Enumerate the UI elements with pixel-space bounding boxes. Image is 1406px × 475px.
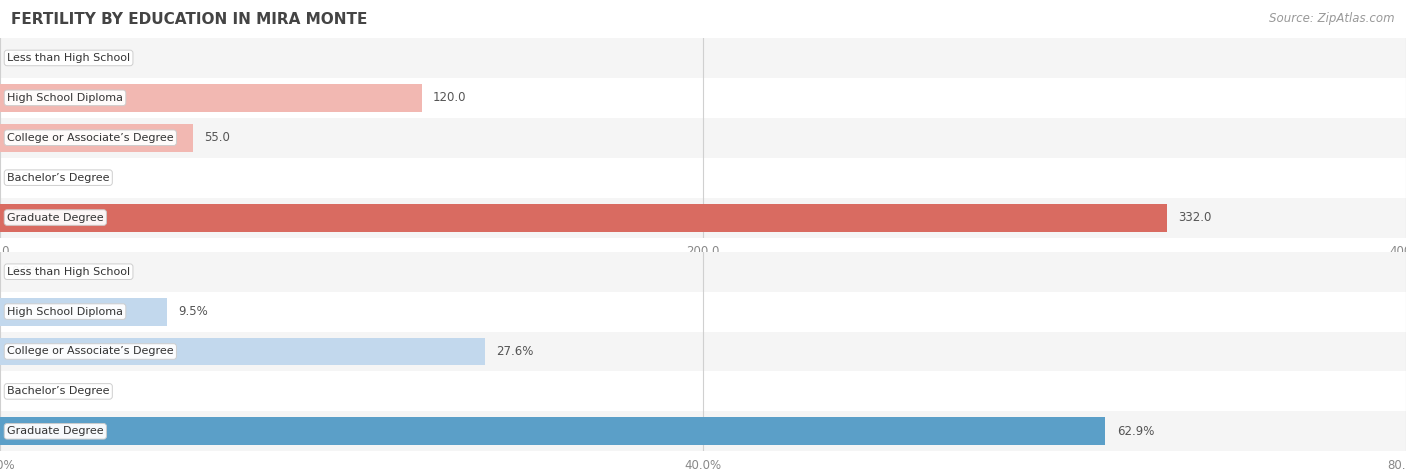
Bar	[0, 418, 1105, 445]
Bar	[0, 338, 485, 365]
Bar	[0, 38, 1406, 78]
Text: 0.0: 0.0	[11, 51, 30, 65]
Text: Graduate Degree: Graduate Degree	[7, 212, 104, 223]
Text: High School Diploma: High School Diploma	[7, 306, 124, 317]
Text: College or Associate’s Degree: College or Associate’s Degree	[7, 346, 174, 357]
Text: 62.9%: 62.9%	[1116, 425, 1154, 438]
Text: 332.0: 332.0	[1178, 211, 1212, 224]
Text: Less than High School: Less than High School	[7, 53, 131, 63]
Bar	[0, 158, 1406, 198]
Bar	[0, 198, 1406, 238]
Bar	[0, 411, 1406, 451]
Text: 55.0: 55.0	[205, 131, 231, 144]
Bar	[0, 204, 1167, 231]
Bar	[0, 252, 1406, 292]
Bar	[0, 84, 422, 112]
Text: 120.0: 120.0	[433, 91, 467, 104]
Text: Bachelor’s Degree: Bachelor’s Degree	[7, 172, 110, 183]
Text: 0.0%: 0.0%	[11, 385, 41, 398]
Bar	[0, 371, 1406, 411]
Bar	[0, 298, 167, 325]
Text: Source: ZipAtlas.com: Source: ZipAtlas.com	[1270, 12, 1395, 25]
Text: FERTILITY BY EDUCATION IN MIRA MONTE: FERTILITY BY EDUCATION IN MIRA MONTE	[11, 12, 367, 27]
Bar	[0, 78, 1406, 118]
Text: 0.0: 0.0	[11, 171, 30, 184]
Text: College or Associate’s Degree: College or Associate’s Degree	[7, 133, 174, 143]
Text: 0.0%: 0.0%	[11, 265, 41, 278]
Text: High School Diploma: High School Diploma	[7, 93, 124, 103]
Text: 9.5%: 9.5%	[179, 305, 208, 318]
Text: 27.6%: 27.6%	[496, 345, 534, 358]
Bar	[0, 332, 1406, 371]
Bar	[0, 118, 1406, 158]
Text: Bachelor’s Degree: Bachelor’s Degree	[7, 386, 110, 397]
Text: Less than High School: Less than High School	[7, 266, 131, 277]
Bar	[0, 124, 194, 152]
Bar	[0, 292, 1406, 332]
Text: Graduate Degree: Graduate Degree	[7, 426, 104, 437]
